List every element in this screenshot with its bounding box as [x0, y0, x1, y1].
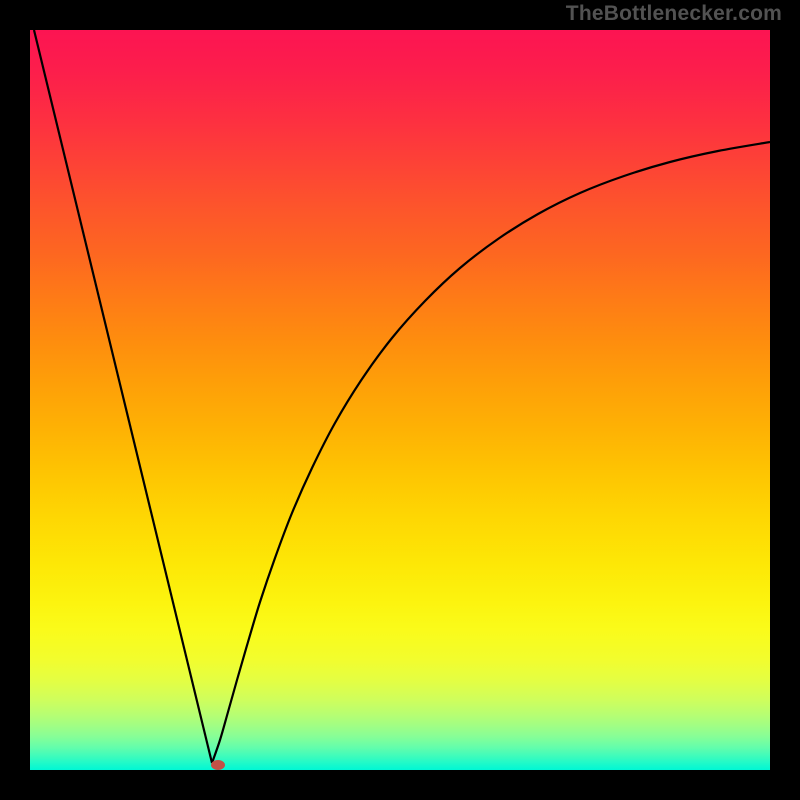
chart-frame: TheBottlenecker.com — [0, 0, 800, 800]
plot-area — [30, 30, 770, 770]
minimum-marker — [211, 760, 225, 770]
watermark-text: TheBottlenecker.com — [566, 2, 782, 26]
chart-svg — [30, 30, 770, 770]
gradient-background — [30, 30, 770, 770]
